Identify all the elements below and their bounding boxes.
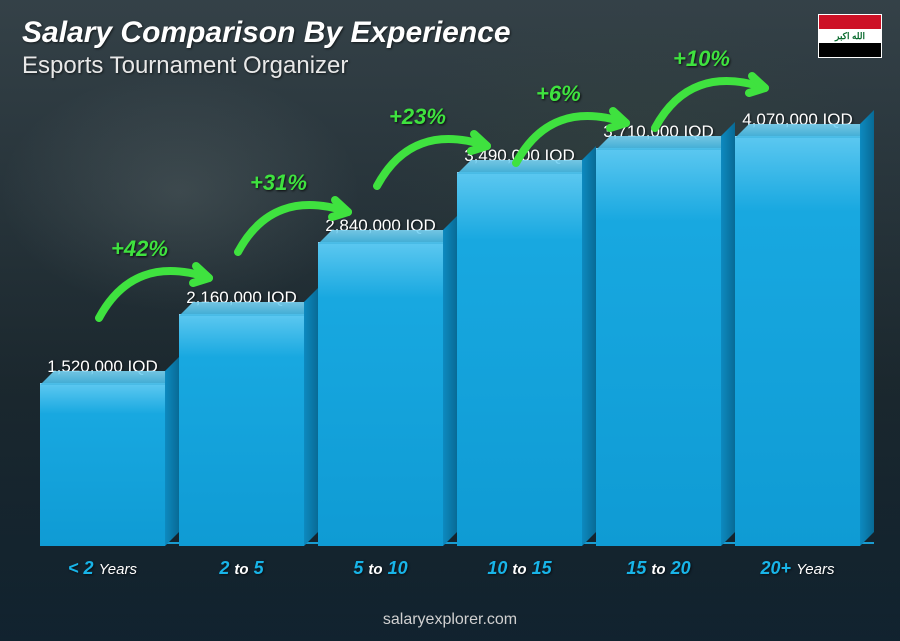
x-pre: 10 (487, 558, 507, 578)
growth-label: +31% (250, 170, 307, 196)
flag-stripe-mid: الله اكبر (819, 29, 881, 43)
x-axis-label: 5 to 10 (353, 558, 407, 579)
bar (457, 172, 582, 546)
x-pre: 2 (219, 558, 229, 578)
x-pre: 20+ (761, 558, 792, 578)
bar-group: 1,520,000 IQD < 2 Years (40, 110, 165, 579)
x-post: Years (796, 561, 834, 578)
x-post: 15 (532, 558, 552, 578)
growth-label: +10% (673, 46, 730, 72)
x-pre: < 2 (68, 558, 94, 578)
x-post: 5 (254, 558, 264, 578)
growth-label: +6% (536, 81, 581, 107)
x-axis-label: 2 to 5 (219, 558, 263, 579)
page-subtitle: Esports Tournament Organizer (22, 52, 511, 80)
x-post: Years (99, 561, 137, 578)
growth-label: +23% (389, 104, 446, 130)
bar (735, 136, 860, 546)
bar-wrap: 1,520,000 IQD (40, 110, 165, 546)
x-axis-label: 20+ Years (761, 558, 835, 579)
x-pre: 5 (353, 558, 363, 578)
x-axis-label: 10 to 15 (487, 558, 551, 579)
x-axis-label: 15 to 20 (626, 558, 690, 579)
growth-label: +42% (111, 236, 168, 262)
header: Salary Comparison By Experience Esports … (22, 16, 511, 80)
chart-area: 1,520,000 IQD < 2 Years +42% 2,160,000 I… (40, 110, 860, 579)
country-flag-icon: الله اكبر (818, 14, 882, 58)
bar-group: +6% 3,710,000 IQD 15 to 20 (596, 110, 721, 579)
bar-wrap: +23% 3,490,000 IQD (457, 110, 582, 546)
bar-wrap: +31% 2,840,000 IQD (318, 110, 443, 546)
flag-stripe-top (819, 15, 881, 29)
bar (179, 314, 304, 546)
bar (40, 383, 165, 546)
x-post: 20 (671, 558, 691, 578)
x-to: to (368, 561, 382, 578)
x-pre: 15 (626, 558, 646, 578)
bar (596, 148, 721, 546)
x-to: to (651, 561, 665, 578)
flag-script: الله اكبر (819, 29, 881, 43)
x-axis-label: < 2 Years (68, 558, 137, 579)
bar (318, 242, 443, 546)
footer-attribution: salaryexplorer.com (0, 611, 900, 629)
bar-group: +10% 4,070,000 IQD 20+ Years (735, 110, 860, 579)
bar-group: +31% 2,840,000 IQD 5 to 10 (318, 110, 443, 579)
bar-group: +23% 3,490,000 IQD 10 to 15 (457, 110, 582, 579)
x-to: to (234, 561, 248, 578)
page-title: Salary Comparison By Experience (22, 16, 511, 50)
flag-stripe-bot (819, 43, 881, 57)
bar-wrap: +10% 4,070,000 IQD (735, 110, 860, 546)
bar-wrap: +6% 3,710,000 IQD (596, 110, 721, 546)
x-to: to (512, 561, 526, 578)
x-post: 10 (388, 558, 408, 578)
